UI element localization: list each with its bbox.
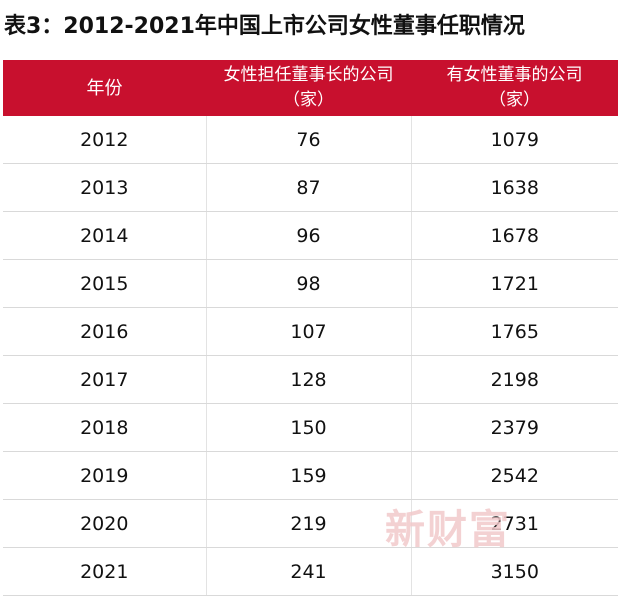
table-header-row: 年份 女性担任董事长的公司 （家） 有女性董事的公司 （家） bbox=[3, 60, 618, 116]
table-row: 2019 159 2542 bbox=[3, 451, 618, 500]
table-row: 2012 76 1079 bbox=[3, 116, 618, 164]
table-body: 2012 76 1079 2013 87 1638 2014 96 1678 2… bbox=[3, 116, 618, 596]
cell-director-count: 1079 bbox=[410, 116, 618, 164]
table-row: 2021 241 3150 bbox=[3, 547, 618, 596]
cell-chair-count: 76 bbox=[205, 116, 411, 164]
watermark-logo: 新财富 bbox=[385, 506, 511, 553]
cell-chair-count: 98 bbox=[205, 259, 411, 308]
cell-year: 2014 bbox=[3, 211, 206, 260]
table-row: 2015 98 1721 bbox=[3, 259, 618, 308]
cell-chair-count: 219 bbox=[205, 499, 411, 548]
page-title: 表3：2012-2021年中国上市公司女性董事任职情况 bbox=[4, 14, 525, 39]
table-row: 2018 150 2379 bbox=[3, 403, 618, 452]
cell-director-count: 2198 bbox=[410, 355, 618, 404]
table-header: 年份 女性担任董事长的公司 （家） 有女性董事的公司 （家） bbox=[3, 60, 618, 116]
cell-chair-count: 96 bbox=[205, 211, 411, 260]
column-header-year-label: 年份 bbox=[86, 77, 123, 99]
column-header-year: 年份 bbox=[3, 60, 206, 116]
cell-year: 2020 bbox=[3, 499, 206, 548]
cell-chair-count: 159 bbox=[205, 451, 411, 500]
table-row: 2013 87 1638 bbox=[3, 163, 618, 212]
cell-chair-count: 87 bbox=[205, 163, 411, 212]
table-row: 2014 96 1678 bbox=[3, 211, 618, 260]
cell-year: 2018 bbox=[3, 403, 206, 452]
column-header-director-label: 有女性董事的公司 bbox=[446, 65, 583, 85]
cell-director-count: 2379 bbox=[410, 403, 618, 452]
cell-director-count: 3150 bbox=[410, 547, 618, 596]
column-header-chair-unit: （家） bbox=[283, 90, 334, 110]
cell-year: 2021 bbox=[3, 547, 206, 596]
cell-chair-count: 107 bbox=[205, 307, 411, 356]
table-row: 2017 128 2198 bbox=[3, 355, 618, 404]
cell-chair-count: 241 bbox=[205, 547, 411, 596]
column-header-director-unit: （家） bbox=[489, 90, 540, 110]
cell-director-count: 1721 bbox=[410, 259, 618, 308]
cell-year: 2015 bbox=[3, 259, 206, 308]
cell-director-count: 2542 bbox=[410, 451, 618, 500]
cell-director-count: 2731 bbox=[410, 499, 618, 548]
cell-year: 2012 bbox=[3, 116, 206, 164]
data-table-container: 年份 女性担任董事长的公司 （家） 有女性董事的公司 （家） 2012 76 1… bbox=[3, 60, 618, 596]
cell-director-count: 1765 bbox=[410, 307, 618, 356]
cell-director-count: 1678 bbox=[410, 211, 618, 260]
column-header-director: 有女性董事的公司 （家） bbox=[411, 60, 618, 116]
cell-director-count: 1638 bbox=[410, 163, 618, 212]
cell-chair-count: 150 bbox=[205, 403, 411, 452]
column-header-chair: 女性担任董事长的公司 （家） bbox=[206, 60, 411, 116]
cell-year: 2017 bbox=[3, 355, 206, 404]
column-header-chair-label: 女性担任董事长的公司 bbox=[223, 65, 394, 85]
cell-year: 2013 bbox=[3, 163, 206, 212]
table-row: 2016 107 1765 bbox=[3, 307, 618, 356]
table-row: 2020 219 2731 bbox=[3, 499, 618, 548]
data-table: 年份 女性担任董事长的公司 （家） 有女性董事的公司 （家） 2012 76 1… bbox=[3, 60, 618, 596]
cell-year: 2016 bbox=[3, 307, 206, 356]
cell-chair-count: 128 bbox=[205, 355, 411, 404]
cell-year: 2019 bbox=[3, 451, 206, 500]
